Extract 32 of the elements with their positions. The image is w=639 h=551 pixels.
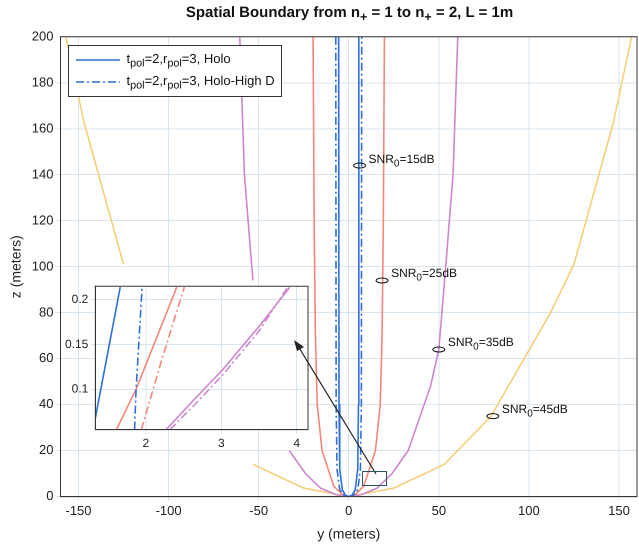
- legend-label: t$_{pol}$=2,r$_{pol}$=3, Holo-High D: [126, 72, 275, 92]
- annotation: SNR$_{0}$=45dB: [502, 402, 568, 420]
- x-tick-label: 4: [293, 436, 300, 450]
- x-tick-label: 0: [345, 502, 352, 518]
- y-tick-label: 160: [32, 120, 54, 136]
- x-tick-label: 2: [142, 436, 150, 450]
- legend-label: t$_{pol}$=2,r$_{pol}$=3, Holo: [126, 50, 231, 70]
- y-tick-label: 140: [32, 166, 54, 182]
- x-tick-label: -50: [249, 502, 268, 518]
- chart-title: Spatial Boundary from n$_{+}$ = 1 to n$_{+}$ = 2, L = 1m: [184, 4, 514, 24]
- x-tick-label: 3: [218, 436, 225, 450]
- x-tick-label: -150: [65, 502, 92, 518]
- y-tick-label: 0.15: [64, 336, 89, 351]
- y-tick-label: 0: [46, 488, 54, 504]
- y-axis-title: z (meters): [7, 235, 24, 298]
- y-tick-label: 0.1: [72, 382, 89, 396]
- y-tick-label: 100: [32, 258, 54, 274]
- y-tick-label: 120: [32, 212, 54, 228]
- y-tick-label: 40: [39, 396, 54, 412]
- y-tick-label: 20: [39, 442, 54, 458]
- x-tick-label: -100: [156, 502, 182, 518]
- x-tick-label: 150: [608, 502, 630, 518]
- y-tick-label: 80: [39, 304, 54, 320]
- y-tick-label: 180: [32, 74, 54, 90]
- y-tick-label: 200: [32, 28, 54, 44]
- y-tick-label: 60: [39, 350, 54, 366]
- annotation: SNR$_{0}$=35dB: [448, 335, 514, 353]
- y-tick-label: 0.2: [72, 292, 89, 306]
- x-tick-label: 50: [432, 502, 446, 518]
- x-tick-label: 100: [518, 502, 540, 518]
- x-axis-title: y (meters): [317, 525, 380, 542]
- annotation: SNR$_{0}$=25dB: [391, 266, 458, 284]
